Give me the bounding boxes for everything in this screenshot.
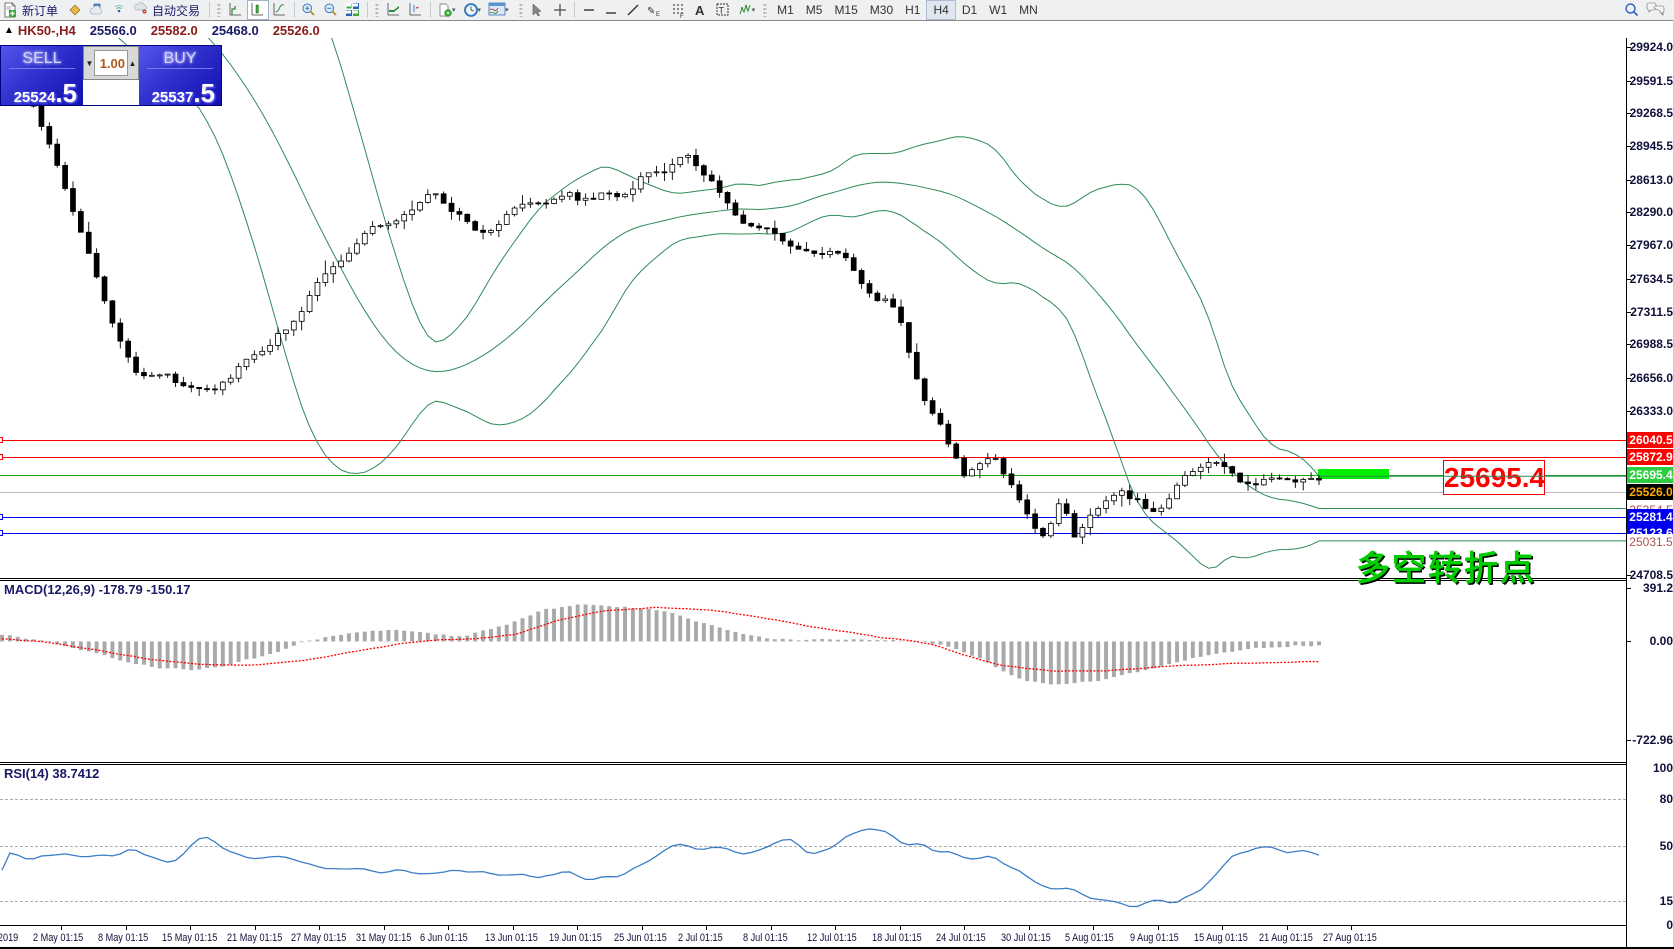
- svg-text:F: F: [680, 14, 684, 19]
- svg-text:E: E: [656, 12, 660, 18]
- svg-text:A: A: [695, 3, 705, 18]
- svg-text:✎: ✎: [647, 6, 655, 17]
- svg-text:T: T: [718, 6, 724, 16]
